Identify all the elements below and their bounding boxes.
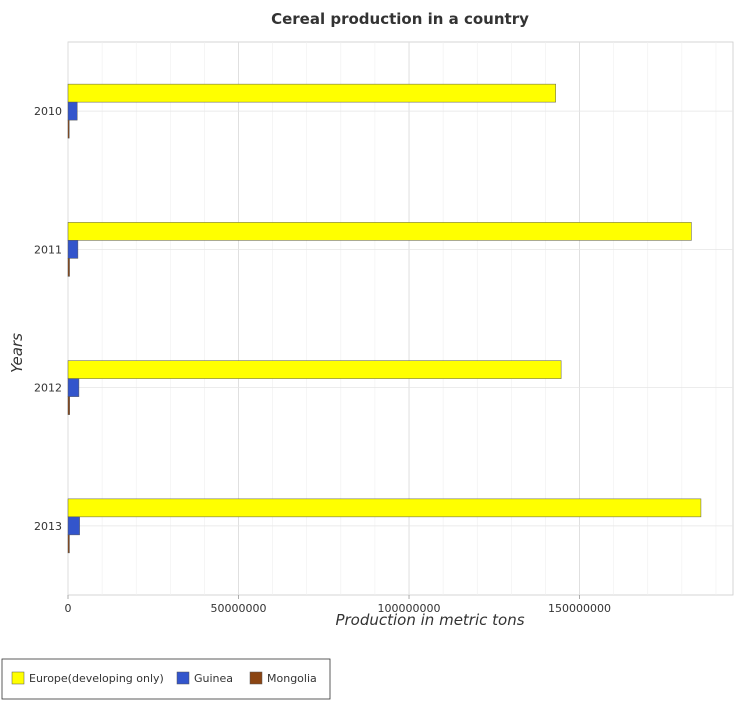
- bar-europe-developing-only--2011: [67, 222, 692, 241]
- legend: Europe(developing only) Guinea Mongolia: [1, 658, 331, 700]
- legend-swatch: [176, 671, 190, 685]
- legend-label: Europe(developing only): [29, 672, 164, 685]
- y-axis-label: Years: [8, 333, 26, 373]
- chart-title: Cereal production in a country: [271, 10, 529, 28]
- y-tick-label: 2010: [34, 105, 62, 118]
- axes: 2010 2011 2012 2013 0 50000000 100000000 150000…: [34, 105, 611, 615]
- legend-swatch: [249, 671, 263, 685]
- legend-label: Mongolia: [267, 672, 317, 685]
- y-tick-label: 2013: [34, 520, 62, 533]
- bar-mongolia-2010: [67, 119, 70, 139]
- x-tick-label: 50000000: [211, 602, 267, 615]
- bar-europe-developing-only--2012: [67, 360, 562, 379]
- x-tick-label: 100000000: [378, 602, 441, 615]
- bars: [67, 83, 702, 554]
- bar-mongolia-2012: [67, 396, 70, 415]
- x-tick-label: 0: [65, 602, 72, 615]
- bar-europe-developing-only--2013: [67, 498, 702, 518]
- bar-mongolia-2013: [67, 534, 70, 554]
- bar-guinea-2012: [67, 378, 80, 397]
- x-axis-label: Production in metric tons: [335, 611, 524, 629]
- bar-europe-developing-only--2010: [67, 83, 556, 103]
- y-tick-label: 2012: [34, 382, 62, 395]
- bar-guinea-2010: [67, 101, 78, 121]
- legend-box: [1, 658, 331, 700]
- bar-guinea-2013: [67, 516, 80, 536]
- bar-guinea-2011: [67, 240, 79, 259]
- legend-label: Guinea: [194, 672, 233, 685]
- y-tick-label: 2011: [34, 243, 62, 256]
- x-tick-label: 150000000: [548, 602, 611, 615]
- bar-mongolia-2011: [67, 258, 70, 277]
- legend-swatch: [11, 671, 25, 685]
